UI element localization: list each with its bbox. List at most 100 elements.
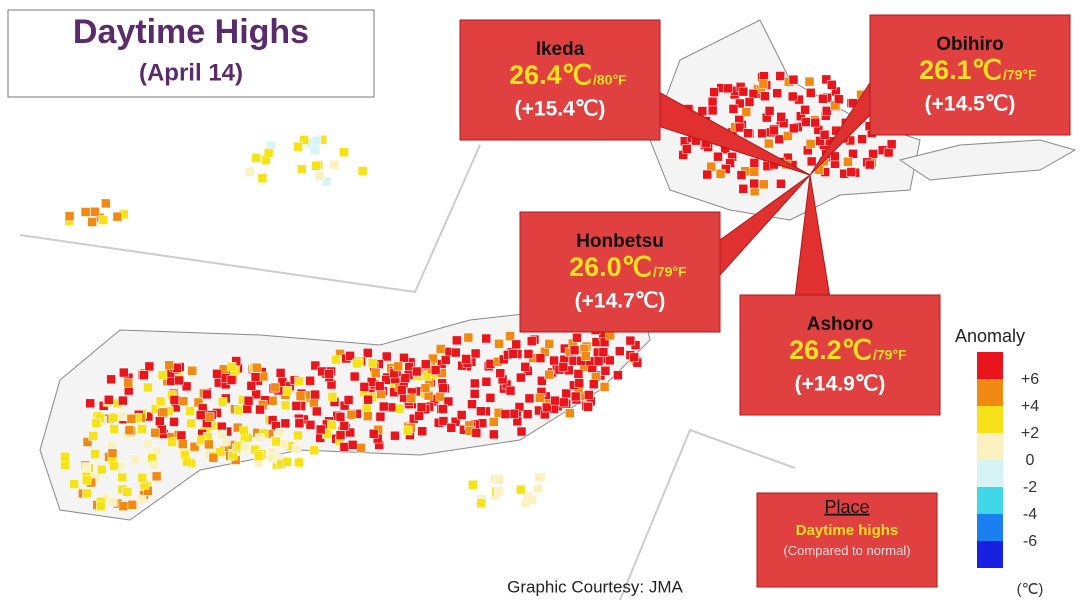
station xyxy=(234,405,244,415)
station xyxy=(370,368,381,379)
station xyxy=(91,418,102,428)
stations xyxy=(60,71,897,511)
station xyxy=(257,173,268,184)
station xyxy=(629,352,640,363)
station xyxy=(488,417,499,427)
station xyxy=(452,335,462,346)
station xyxy=(420,383,431,393)
station xyxy=(204,439,214,450)
legend-swatch xyxy=(977,541,1003,568)
station xyxy=(599,337,610,348)
station xyxy=(416,402,427,412)
station xyxy=(305,375,315,386)
key-note: (Compared to normal) xyxy=(783,543,911,558)
station xyxy=(748,88,759,99)
station xyxy=(438,416,449,426)
station xyxy=(270,382,281,393)
callout-temp-f: /79°F xyxy=(873,347,907,363)
credit: Graphic Courtesy: JMA xyxy=(507,577,683,596)
station xyxy=(88,431,98,441)
station xyxy=(450,347,461,358)
station xyxy=(169,395,180,405)
station xyxy=(715,169,726,179)
station xyxy=(312,406,322,417)
legend-swatch xyxy=(977,514,1003,541)
station xyxy=(741,107,752,117)
station xyxy=(217,397,228,407)
station xyxy=(239,425,249,436)
station xyxy=(805,88,816,98)
station xyxy=(625,335,636,346)
station xyxy=(143,382,153,393)
callout-temp-c: 26.0℃ xyxy=(569,252,652,282)
station xyxy=(522,409,533,419)
station xyxy=(523,349,534,359)
station xyxy=(375,411,386,422)
legend-label: -4 xyxy=(1023,506,1037,523)
station xyxy=(834,94,844,105)
station xyxy=(158,407,169,418)
station xyxy=(589,379,599,389)
coast xyxy=(898,139,1077,181)
station xyxy=(349,371,360,382)
callout-temp-c: 26.4℃ xyxy=(509,60,592,90)
station xyxy=(734,122,745,133)
station xyxy=(772,88,782,98)
station xyxy=(574,378,584,388)
station xyxy=(90,206,100,217)
station xyxy=(346,409,357,420)
station xyxy=(282,386,293,396)
station xyxy=(315,424,326,435)
station xyxy=(489,429,499,440)
station xyxy=(456,410,467,420)
station xyxy=(139,370,149,380)
station xyxy=(414,411,424,421)
station xyxy=(144,361,155,372)
station xyxy=(69,479,79,489)
legend-swatch xyxy=(977,460,1003,487)
station xyxy=(85,398,95,409)
station xyxy=(494,339,504,349)
station xyxy=(868,149,878,159)
station xyxy=(757,128,767,139)
station xyxy=(82,437,93,447)
station xyxy=(569,345,580,356)
station xyxy=(339,442,350,452)
station xyxy=(476,406,486,416)
station xyxy=(253,451,264,461)
station xyxy=(381,351,392,362)
station xyxy=(186,418,196,429)
station xyxy=(117,411,127,422)
station xyxy=(723,83,733,94)
station xyxy=(242,404,253,414)
station xyxy=(615,346,625,356)
station xyxy=(311,135,322,146)
station xyxy=(470,348,481,359)
station xyxy=(749,167,760,177)
station xyxy=(430,365,441,375)
station xyxy=(516,372,526,383)
station xyxy=(263,148,274,158)
key-place: Place xyxy=(824,497,869,517)
key-highs: Daytime highs xyxy=(796,522,899,539)
station xyxy=(827,80,837,90)
station xyxy=(98,215,108,225)
station xyxy=(174,375,184,386)
station xyxy=(244,167,255,177)
station xyxy=(311,160,321,171)
station xyxy=(185,406,195,416)
station xyxy=(787,91,798,102)
station xyxy=(196,434,206,445)
station xyxy=(481,376,492,387)
station xyxy=(469,389,480,399)
station xyxy=(438,383,448,393)
station xyxy=(524,393,535,404)
station xyxy=(250,372,261,382)
station xyxy=(494,474,504,485)
station xyxy=(324,368,334,379)
station xyxy=(226,361,237,372)
station xyxy=(368,429,379,439)
station xyxy=(107,448,118,459)
